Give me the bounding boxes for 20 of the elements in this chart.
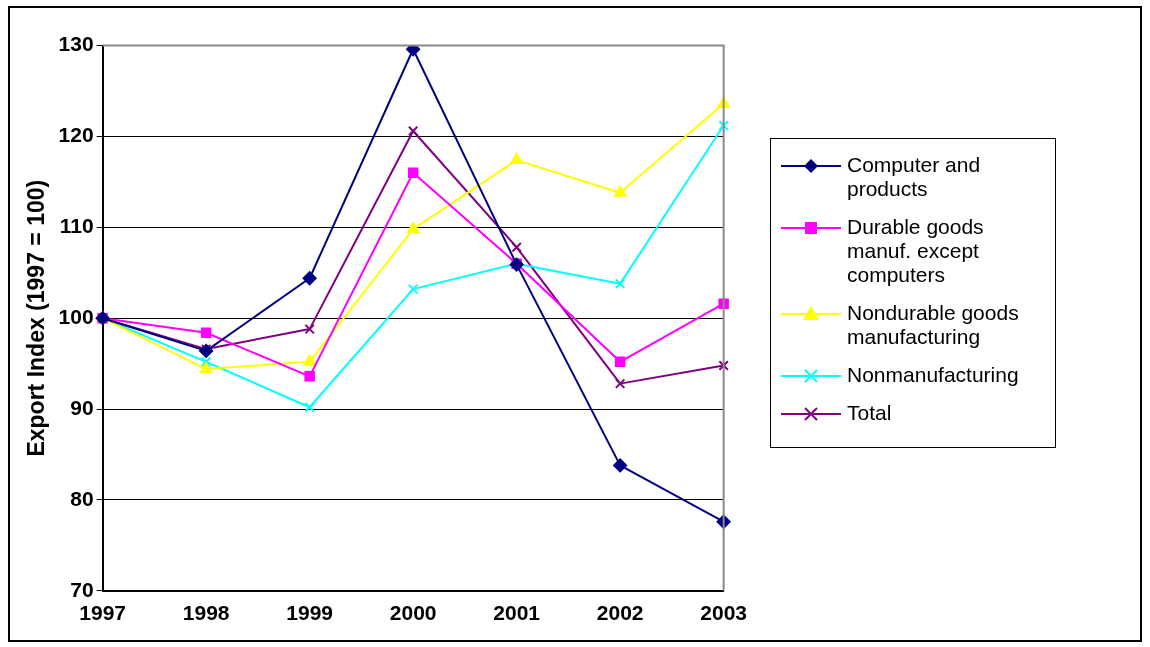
y-tick-label: 120 xyxy=(58,123,94,147)
x-tick-label: 1998 xyxy=(182,601,230,625)
x-tick-label: 2003 xyxy=(700,601,747,625)
legend-label: Nondurable goods manufacturing xyxy=(847,301,1020,349)
y-tick-label: 80 xyxy=(70,486,94,510)
y-tick-label: 110 xyxy=(59,214,94,238)
y-axis-title: Export Index (1997 = 100) xyxy=(23,179,50,457)
y-tick-label: 100 xyxy=(58,305,94,328)
legend-label: Nonmanufacturing xyxy=(847,363,1019,387)
x-tick-label: 2002 xyxy=(596,601,644,625)
legend-label: Computer and products xyxy=(847,153,982,201)
y-tick-label: 90 xyxy=(70,395,94,419)
x-tick-label: 1997 xyxy=(79,601,126,625)
y-tick-label: 70 xyxy=(70,577,94,601)
y-tick-label: 130 xyxy=(58,32,94,56)
x-tick-label: 1999 xyxy=(286,601,333,625)
legend-label: Total xyxy=(847,401,892,425)
legend-label: Durable goods manuf. except computers xyxy=(847,215,985,287)
x-tick-label: 2001 xyxy=(493,601,541,625)
x-tick-label: 2000 xyxy=(389,601,437,625)
